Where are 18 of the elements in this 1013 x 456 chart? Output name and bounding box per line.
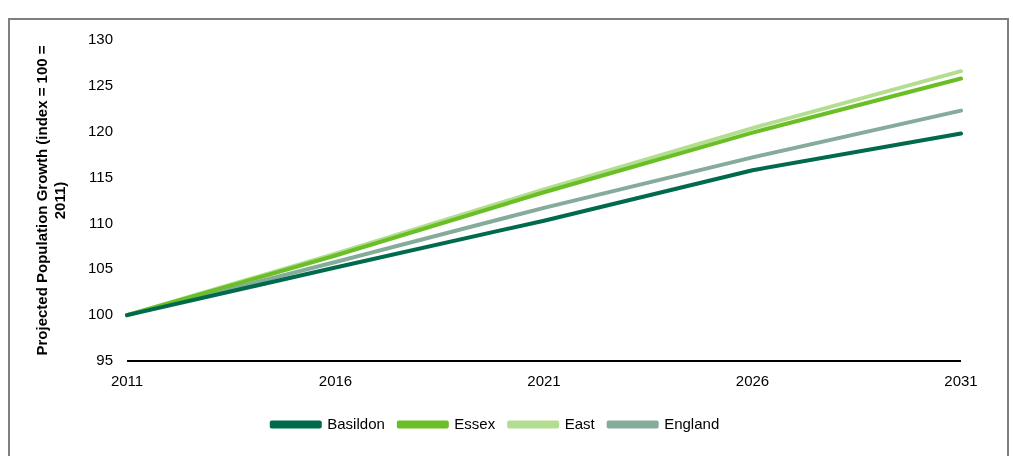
legend-label: Basildon xyxy=(327,414,385,432)
x-tick-label: 2011 xyxy=(110,372,144,390)
legend-label: England xyxy=(664,414,720,432)
x-tick-label: 2016 xyxy=(318,372,353,390)
x-tick-label: 2026 xyxy=(735,372,770,390)
y-tick-label: 130 xyxy=(88,30,114,48)
y-tick-label: 95 xyxy=(96,351,114,369)
y-tick-label: 115 xyxy=(89,167,114,185)
y-tick-label: 125 xyxy=(88,76,114,93)
y-axis-title: Projected Population Growth (index = 100 = 2011) xyxy=(33,45,69,356)
x-tick-label: 2021 xyxy=(527,372,561,390)
x-tick-label: 2031 xyxy=(944,372,978,390)
y-tick-label: 105 xyxy=(88,259,114,277)
y-tick-label: 100 xyxy=(88,305,114,323)
legend-label: East xyxy=(564,414,596,432)
y-tick-label: 110 xyxy=(89,213,114,231)
y-tick-label: 120 xyxy=(88,121,114,139)
legend-label: Essex xyxy=(454,414,496,432)
